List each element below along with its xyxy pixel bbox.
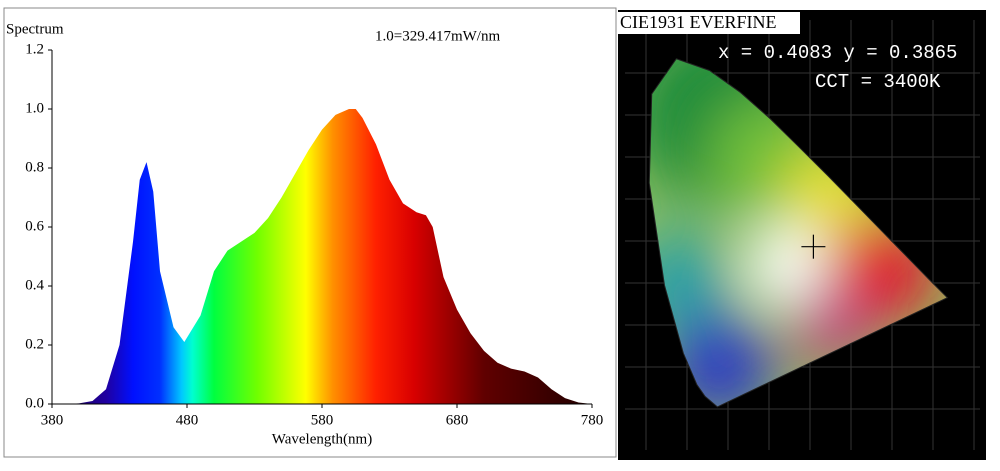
y-tick-label: 0.6 — [25, 218, 44, 234]
cie-locus — [648, 58, 949, 408]
y-tick-label: 0.8 — [25, 159, 44, 175]
x-tick-label: 480 — [176, 412, 199, 428]
x-axis-label: Wavelength(nm) — [272, 431, 372, 447]
spectrum-area — [52, 109, 592, 404]
x-tick-label: 780 — [581, 412, 604, 428]
cie-xy: x = 0.4083 y = 0.3865 — [718, 42, 957, 64]
y-tick-label: 1.2 — [25, 41, 44, 57]
x-tick-label: 380 — [41, 412, 64, 428]
y-tick-label: 0.4 — [25, 277, 44, 293]
y-tick-label: 0.0 — [25, 395, 44, 411]
y-tick-label: 1.0 — [25, 100, 44, 116]
y-tick-label: 0.2 — [25, 336, 44, 352]
cie-cct: CCT = 3400K — [815, 71, 941, 93]
cie-title: CIE1931 EVERFINE — [620, 12, 777, 32]
chart-title: Spectrum — [6, 21, 64, 37]
spectrum-plot: 0.0 0.2 0.4 0.6 0.8 1.0 1.2 380 480 580 680 780 — [25, 41, 603, 428]
cie-title-box — [618, 12, 800, 34]
x-tick-label: 580 — [311, 412, 334, 428]
annotation: 1.0=329.417mW/nm — [375, 28, 500, 44]
x-tick-label: 680 — [446, 412, 469, 428]
